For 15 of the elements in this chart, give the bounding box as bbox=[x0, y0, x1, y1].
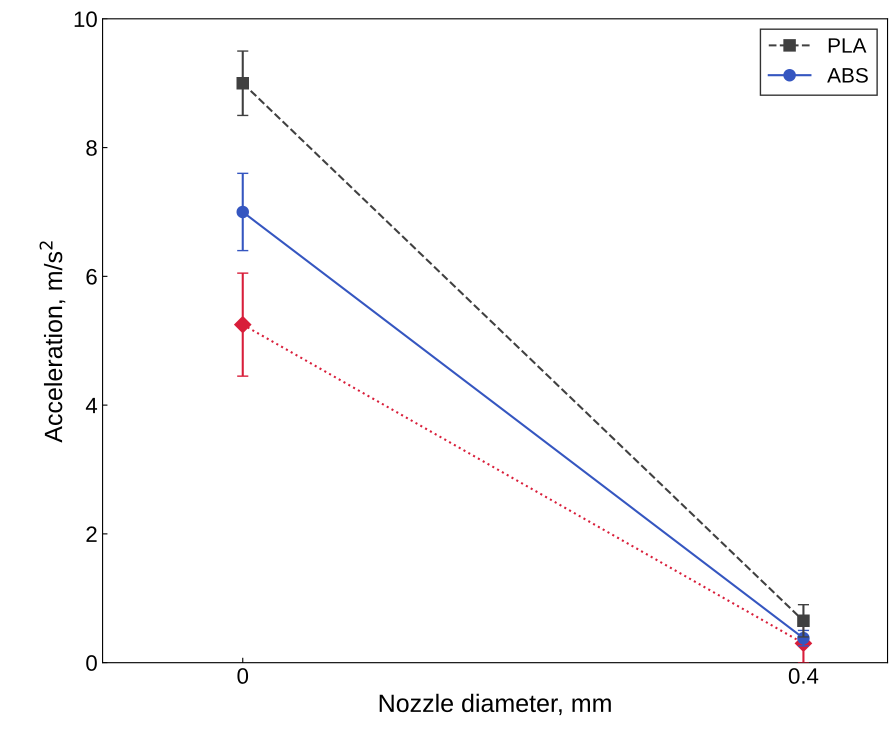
point bbox=[797, 614, 810, 628]
y-tick-label: 8 bbox=[86, 140, 97, 156]
point bbox=[236, 206, 249, 218]
legend-label: ABS bbox=[827, 68, 868, 83]
y-tick-label: 2 bbox=[86, 526, 97, 542]
y-tick-label: 0 bbox=[86, 655, 97, 671]
point bbox=[236, 76, 249, 90]
legend-label: PLA bbox=[828, 38, 866, 53]
x-tick-label: 0.4 bbox=[788, 668, 818, 684]
y-tick-label: 6 bbox=[86, 268, 97, 285]
point bbox=[234, 316, 252, 334]
y-tick-label: 10 bbox=[74, 11, 97, 28]
x-axis-title: Nozzle diameter, mm bbox=[380, 694, 611, 716]
y-tick-label: 4 bbox=[86, 398, 98, 414]
y-axis-title: Acceleration, m/s$^{2}$ bbox=[40, 241, 66, 443]
